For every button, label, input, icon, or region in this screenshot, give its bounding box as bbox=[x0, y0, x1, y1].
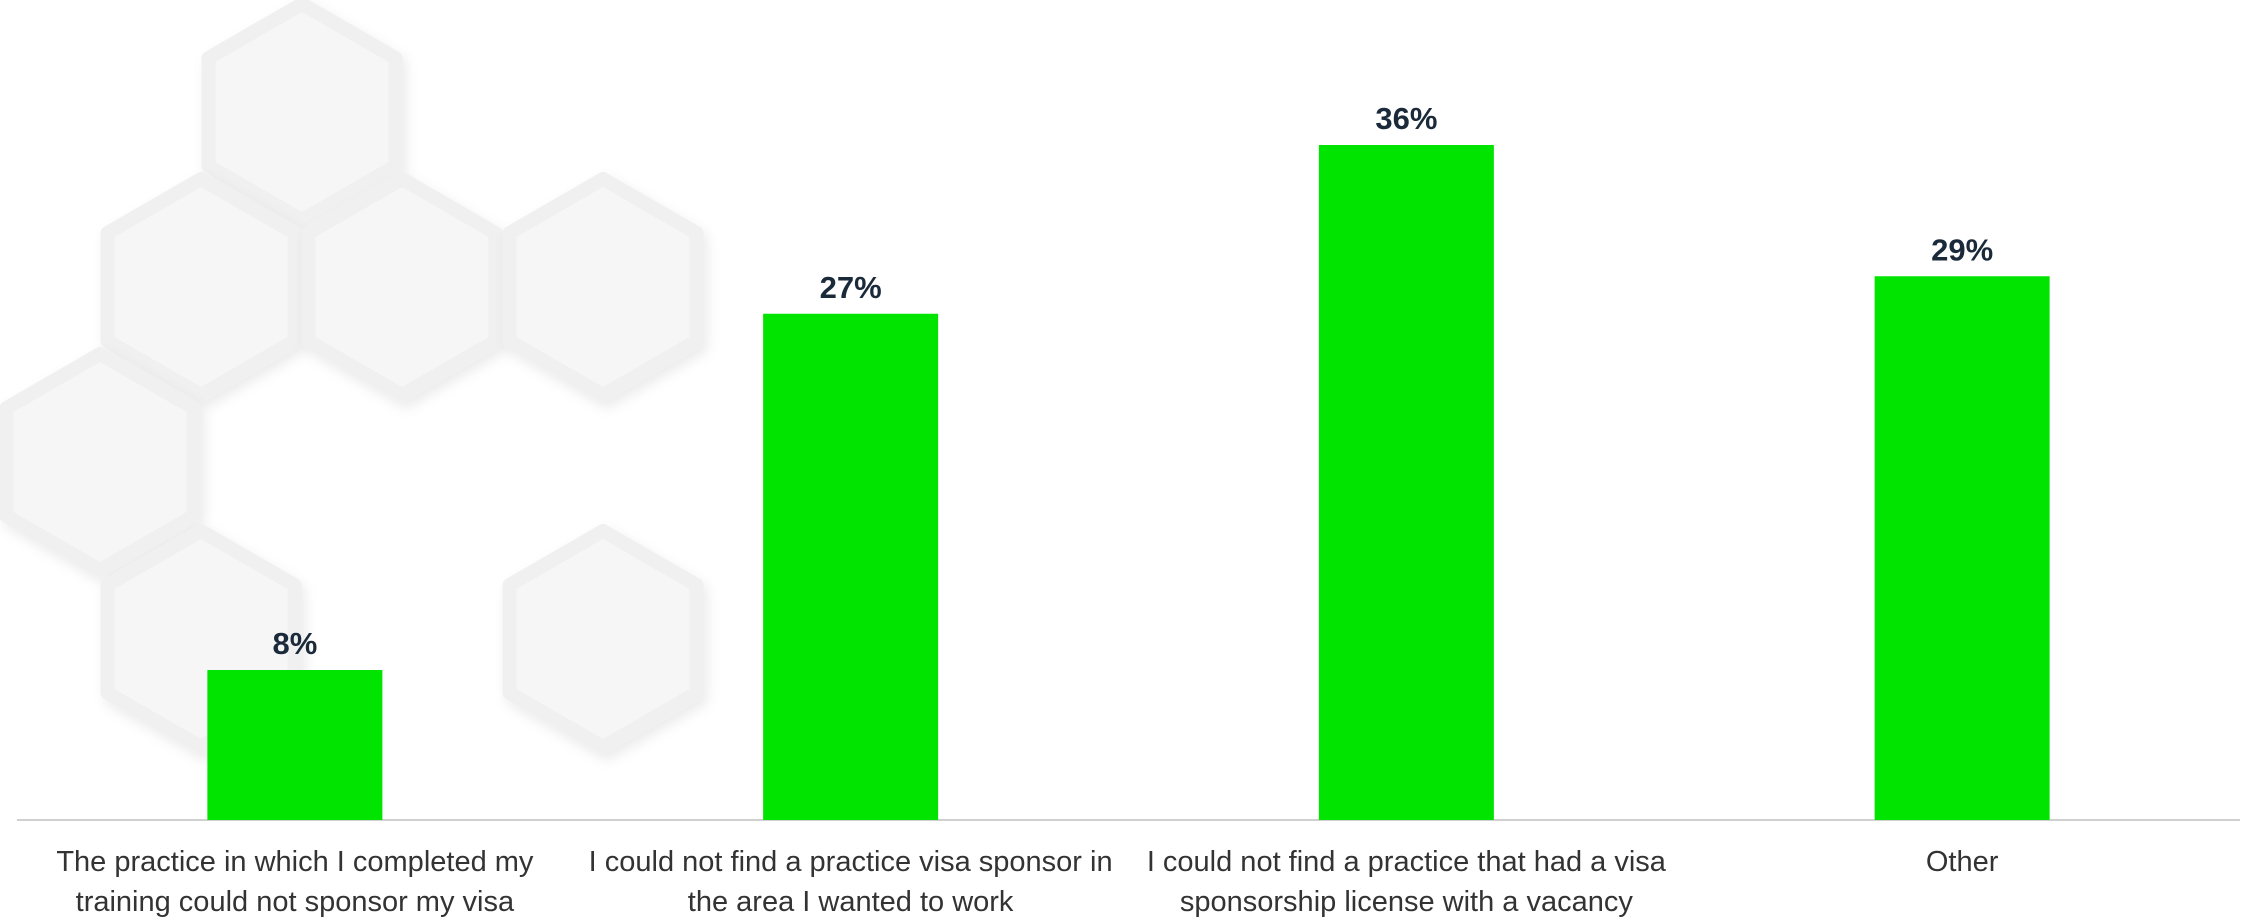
data-label: 36% bbox=[1375, 101, 1437, 136]
data-label: 27% bbox=[820, 270, 882, 305]
hexagon bbox=[0, 347, 201, 577]
hexagon bbox=[502, 524, 704, 754]
bar bbox=[207, 670, 383, 820]
data-label: 29% bbox=[1931, 232, 1993, 267]
bar bbox=[1318, 145, 1494, 820]
hexagon bbox=[201, 0, 403, 227]
category-label: The practice in which I completed my tra… bbox=[56, 846, 534, 918]
bar bbox=[763, 313, 939, 820]
category-label: Other bbox=[1925, 846, 1999, 878]
category-label: I could not find a practice that had a v… bbox=[1146, 846, 1666, 918]
hexagon bbox=[301, 172, 503, 402]
decoration bbox=[0, 0, 704, 754]
category-label: I could not find a practice visa sponsor… bbox=[588, 846, 1113, 918]
hexagon bbox=[502, 172, 704, 402]
bar bbox=[1874, 276, 2050, 820]
hexagon bbox=[100, 172, 302, 402]
data-label: 8% bbox=[272, 626, 317, 661]
